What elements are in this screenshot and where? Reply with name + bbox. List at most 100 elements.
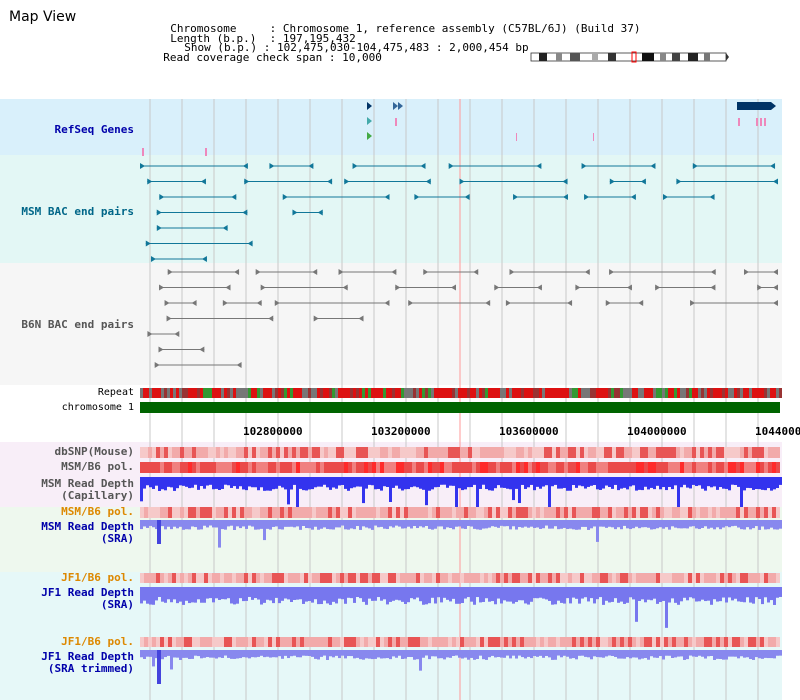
length-info: Length (b.p.) : 197,195,432 [170, 32, 356, 45]
bac-end-marker [609, 178, 615, 185]
bac-end-marker [743, 269, 749, 275]
msm-depth-capillary-track-label[interactable]: MSM Read Depth (Capillary) [41, 477, 134, 502]
bac-end-marker [581, 163, 587, 169]
msm-depth-sra-track-label[interactable]: MSM Read Depth (SRA) [41, 520, 134, 545]
bac-end-marker [156, 225, 162, 231]
bac-end-marker [448, 163, 454, 169]
bac-end-marker [709, 194, 715, 200]
bac-end-marker [450, 284, 456, 291]
bac-end-marker [676, 178, 682, 185]
bac-end-marker [256, 300, 262, 306]
bac-end-marker [710, 284, 716, 291]
coverage-value: 10,000 [342, 51, 382, 64]
bac-end-marker [338, 269, 344, 275]
show-value: 102,475,030-104,475,483 : 2,000,454 bp [276, 41, 529, 54]
data-tracks[interactable] [140, 447, 782, 684]
bac-end-marker [255, 269, 261, 275]
bac-end-marker [166, 315, 172, 322]
bac-end-marker [191, 300, 197, 306]
bac-end-marker [609, 269, 615, 275]
axis-tick-label: 104000000 [627, 425, 687, 438]
bac-end-marker [773, 284, 778, 291]
bac-end-marker [200, 178, 206, 185]
axis-tick-label: 1044000 [755, 425, 800, 438]
bac-end-marker [395, 284, 401, 291]
bac-end-marker [327, 178, 333, 185]
bac-end-marker [140, 163, 146, 169]
bac-end-marker [773, 178, 778, 185]
bac-end-marker [150, 256, 156, 262]
bac-end-marker [260, 284, 266, 291]
msm-bac-features[interactable] [140, 163, 778, 262]
bac-end-marker [690, 300, 696, 306]
bac-end-marker [408, 300, 414, 306]
bac-end-marker [536, 163, 542, 169]
bac-end-marker [584, 269, 590, 275]
bac-end-marker [199, 346, 205, 353]
chromosome-bar[interactable] [140, 402, 780, 413]
b6n-bac-track-label[interactable]: B6N BAC end pairs [21, 318, 134, 331]
jf1-depth-trimmed-track-label[interactable]: JF1 Read Depth (SRA trimmed) [41, 650, 134, 675]
bac-end-marker [242, 163, 248, 169]
bac-end-marker [317, 209, 323, 216]
bac-end-marker [225, 284, 231, 291]
bac-end-marker [663, 194, 669, 200]
bac-end-marker [638, 300, 644, 306]
bac-end-marker [423, 269, 429, 275]
bac-end-marker [358, 315, 364, 322]
bac-end-marker [222, 300, 228, 306]
chromosome-info: Chromosome : Chromosome 1, reference ass… [170, 22, 641, 35]
bac-end-marker [147, 331, 153, 337]
bac-end-marker [485, 300, 491, 306]
show-info: Show (b.p.) : 102,475,030-104,475,483 : … [184, 41, 529, 54]
bac-end-marker [274, 300, 280, 306]
bac-end-marker [414, 194, 420, 200]
length-value: 197,195,432 [282, 32, 356, 45]
chromosome-label: Chromosome [170, 22, 237, 35]
bac-end-marker [308, 163, 314, 169]
coverage-label: Read coverage check span [163, 51, 323, 64]
bac-end-marker [236, 362, 242, 368]
repeat-bar[interactable] [140, 388, 782, 398]
bac-end-marker [562, 178, 568, 185]
bac-end-marker [575, 284, 581, 291]
msm-bac-track-label[interactable]: MSM BAC end pairs [21, 205, 134, 218]
coverage-info: Read coverage check span : 10,000 [163, 51, 382, 64]
bac-end-marker [384, 194, 390, 200]
bac-end-marker [167, 269, 173, 275]
bac-end-marker [342, 284, 348, 291]
b6n-bac-track-bg [0, 263, 782, 385]
refseq-track-label[interactable]: RefSeq Genes [54, 123, 134, 136]
chromosome-ideogram[interactable] [530, 51, 729, 63]
msm-b6-pol-track-label[interactable]: MSM/B6 pol. [61, 460, 134, 473]
jf1-depth-sra-track-label[interactable]: JF1 Read Depth (SRA) [41, 586, 134, 611]
bac-end-marker [605, 300, 611, 306]
bac-end-marker [773, 300, 778, 306]
bac-end-marker [174, 331, 180, 337]
bac-end-marker [268, 315, 274, 322]
bac-end-marker [509, 269, 515, 275]
msm-b6-pol-sra-track-label[interactable]: MSM/B6 pol. [61, 505, 134, 518]
bac-end-marker [420, 163, 426, 169]
bac-end-marker [312, 269, 318, 275]
bac-end-marker [201, 256, 207, 262]
page-title: Map View [9, 9, 77, 25]
bac-end-marker [640, 178, 646, 185]
jf1-b6-pol-trimmed-track-label[interactable]: JF1/B6 pol. [61, 635, 134, 648]
bac-end-marker [773, 269, 778, 275]
bac-end-marker [459, 178, 465, 185]
bac-end-marker [154, 362, 160, 368]
axis-tick-label: 102800000 [243, 425, 303, 438]
bac-end-marker [145, 240, 151, 247]
bac-end-marker [494, 284, 500, 291]
jf1-b6-pol-track-label[interactable]: JF1/B6 pol. [61, 571, 134, 584]
bac-end-marker [626, 284, 632, 291]
b6n-bac-features[interactable] [147, 269, 778, 368]
dbsnp-track-label[interactable]: dbSNP(Mouse) [54, 445, 134, 458]
bac-end-marker [757, 284, 763, 291]
bac-end-marker [244, 178, 250, 185]
bac-end-marker [231, 194, 237, 200]
bac-end-marker [692, 163, 698, 169]
bac-end-marker [770, 163, 776, 169]
refseq-gene-features[interactable] [142, 102, 776, 156]
